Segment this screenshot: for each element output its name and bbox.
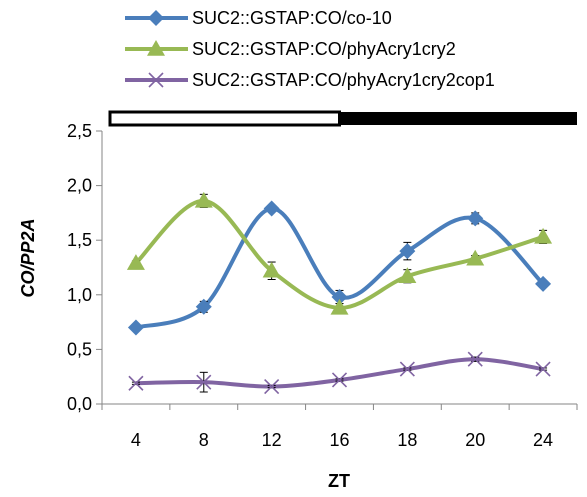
data-point: [331, 372, 348, 388]
data-point: [399, 243, 416, 260]
axes: 0,0 0,5 1,0 1,5 2,0 2,5 4 8 12 16 18 20 24: [67, 121, 578, 450]
data-point: [128, 375, 144, 391]
data-point: [398, 267, 417, 283]
data-point: [535, 275, 552, 292]
data-point: [466, 249, 485, 266]
series-3: [128, 351, 551, 395]
x-tick-label: 24: [533, 430, 553, 450]
x-tick-label: 20: [465, 430, 485, 450]
y-axis-title: CO/PP2A: [18, 218, 38, 297]
data-point: [195, 298, 212, 315]
y-tick-label: 2,5: [67, 121, 92, 141]
data-point: [126, 254, 145, 270]
legend-label: SUC2::GSTAP:CO/co-10: [192, 8, 392, 28]
legend-item: SUC2::GSTAP:CO/phyAcry1cry2: [125, 39, 456, 59]
legend-item: SUC2::GSTAP:CO/co-10: [125, 8, 392, 28]
data-point-stroke: [467, 351, 483, 367]
legend-item: SUC2::GSTAP:CO/phyAcry1cry2cop1: [125, 70, 495, 90]
x-tick-label: 8: [199, 430, 209, 450]
data-point-stroke: [331, 372, 348, 388]
data-point: [467, 351, 483, 367]
x-tick-label: 18: [397, 430, 417, 450]
x-tick-label: 4: [131, 430, 141, 450]
data-point: [194, 191, 213, 208]
data-point: [263, 200, 280, 217]
data-point-stroke: [535, 361, 551, 377]
legend: SUC2::GSTAP:CO/co-10SUC2::GSTAP:CO/phyAc…: [125, 8, 495, 90]
dark-period: [339, 112, 577, 125]
series-2: [126, 191, 553, 315]
data-point: [467, 210, 484, 227]
legend-marker: [148, 10, 164, 26]
y-tick-label: 0,0: [67, 394, 92, 414]
y-tick-label: 0,5: [67, 339, 92, 359]
data-point: [535, 361, 551, 377]
legend-label: SUC2::GSTAP:CO/phyAcry1cry2: [192, 39, 456, 59]
x-axis-title: ZT: [328, 471, 350, 491]
series-1: [127, 200, 552, 336]
series-line: [135, 357, 544, 389]
x-tick-label: 16: [329, 430, 349, 450]
legend-marker: [148, 72, 164, 88]
y-tick-label: 1,5: [67, 230, 92, 250]
data-point: [399, 361, 415, 377]
data-point: [330, 298, 349, 315]
data-point: [262, 261, 281, 278]
data-point: [331, 288, 348, 305]
series-layer: [126, 191, 553, 395]
data-point-stroke: [196, 374, 212, 390]
data-point-stroke: [128, 375, 144, 391]
light-dark-bar: [108, 110, 577, 127]
data-point-stroke: [148, 72, 164, 88]
data-point: [264, 378, 280, 395]
data-point-stroke: [264, 378, 280, 395]
data-point: [127, 319, 144, 336]
x-tick-label: 12: [262, 430, 282, 450]
y-tick-label: 2,0: [67, 176, 92, 196]
y-tick-label: 1,0: [67, 285, 92, 305]
light-period: [108, 110, 341, 127]
data-point-stroke: [399, 361, 415, 377]
data-point: [534, 227, 553, 244]
data-point: [196, 374, 212, 390]
legend-label: SUC2::GSTAP:CO/phyAcry1cry2cop1: [192, 70, 495, 90]
legend-marker: [147, 40, 165, 56]
